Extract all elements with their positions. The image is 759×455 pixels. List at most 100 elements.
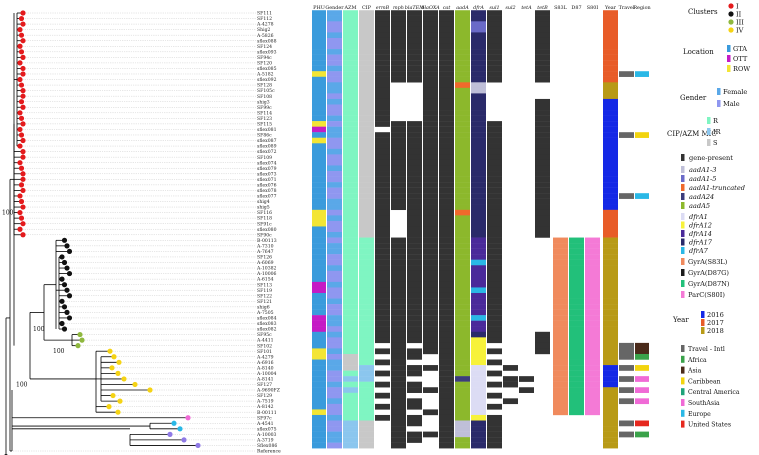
heatmap-cell bbox=[327, 126, 342, 133]
heatmap-cell bbox=[375, 165, 390, 172]
heatmap-cell bbox=[407, 65, 422, 72]
heatmap-cell bbox=[487, 193, 502, 199]
heatmap-cell bbox=[535, 98, 550, 105]
legend-travel-label: Africa bbox=[687, 357, 707, 364]
heatmap-cell bbox=[439, 248, 454, 255]
heatmap-cell bbox=[327, 298, 342, 305]
heatmap-cell bbox=[375, 287, 390, 294]
heatmap-cell bbox=[553, 398, 568, 405]
heatmap-cell bbox=[439, 32, 454, 39]
tip-point bbox=[185, 415, 191, 421]
heatmap-cell bbox=[391, 276, 406, 283]
heatmap-cell bbox=[423, 232, 438, 238]
heatmap-cell bbox=[312, 398, 326, 405]
heatmap-cell bbox=[327, 21, 342, 28]
heatmap-cell bbox=[327, 331, 342, 338]
heatmap-cell bbox=[603, 209, 618, 216]
tip-point bbox=[20, 149, 26, 155]
heatmap-cell bbox=[391, 337, 406, 344]
heatmap-cell bbox=[487, 292, 502, 299]
taxon-label: sflex084 bbox=[257, 316, 277, 322]
heatmap-cell bbox=[585, 326, 600, 332]
heatmap-cell bbox=[487, 320, 502, 327]
heatmap-cell bbox=[635, 348, 649, 355]
heatmap-cell bbox=[439, 182, 454, 188]
heatmap-cell bbox=[359, 337, 374, 344]
heatmap-cell bbox=[439, 98, 454, 105]
heatmap-cell bbox=[603, 87, 618, 94]
taxon-label: shig3 bbox=[257, 99, 270, 105]
heatmap-cell bbox=[455, 442, 470, 449]
heatmap-cell bbox=[312, 115, 326, 122]
heatmap-cell bbox=[312, 276, 326, 283]
heatmap-cell bbox=[635, 398, 649, 405]
heatmap-cell bbox=[487, 243, 502, 249]
taxon-label: shig4 bbox=[257, 199, 270, 205]
heatmap-cell bbox=[455, 304, 470, 310]
heatmap-cell bbox=[471, 331, 486, 338]
heatmap-cell bbox=[455, 326, 470, 332]
heatmap-cell bbox=[487, 359, 502, 366]
heatmap-cell bbox=[603, 426, 618, 432]
heatmap-cell bbox=[327, 115, 342, 122]
heatmap-cell bbox=[343, 315, 358, 321]
heatmap-cell bbox=[423, 243, 438, 249]
heatmap-cell bbox=[343, 370, 358, 377]
legend-gene-label: aadA5 bbox=[689, 202, 710, 210]
heatmap-cell bbox=[471, 60, 486, 66]
tip-point bbox=[17, 43, 23, 49]
heatmap-cell bbox=[585, 309, 600, 316]
heatmap-cell bbox=[439, 76, 454, 83]
tip-point bbox=[20, 93, 26, 99]
heatmap-cell bbox=[312, 442, 326, 449]
tip-point bbox=[20, 232, 26, 238]
heatmap-cell bbox=[455, 226, 470, 233]
legend-gene-swatch bbox=[681, 193, 685, 200]
heatmap-cell bbox=[327, 87, 342, 94]
heatmap-cell bbox=[343, 420, 358, 427]
heatmap-cell bbox=[439, 121, 454, 127]
heatmap-cell bbox=[343, 215, 358, 222]
heatmap-cell bbox=[359, 93, 374, 100]
heatmap-cell bbox=[603, 315, 618, 321]
heatmap-cell bbox=[487, 159, 502, 166]
heatmap-cell bbox=[391, 37, 406, 44]
legend-travel-label: Central America bbox=[688, 389, 740, 396]
heatmap-cell bbox=[312, 182, 326, 188]
heatmap-cell bbox=[407, 220, 422, 227]
legend-mic-label: S bbox=[713, 139, 718, 147]
heatmap-cell bbox=[455, 403, 470, 410]
heatmap-cell bbox=[375, 298, 390, 305]
heatmap-cell bbox=[535, 15, 550, 22]
heatmap-cell bbox=[471, 49, 486, 55]
heatmap-cell bbox=[407, 10, 422, 16]
heatmap-cell bbox=[359, 353, 374, 360]
heatmap-cell bbox=[569, 287, 584, 294]
heatmap-cell bbox=[455, 309, 470, 316]
heatmap-cell bbox=[343, 376, 358, 382]
heatmap-cell bbox=[535, 154, 550, 161]
heatmap-cell bbox=[375, 15, 390, 22]
tip-point bbox=[61, 259, 68, 266]
heatmap-cell bbox=[619, 431, 634, 438]
heatmap-cell bbox=[343, 148, 358, 155]
heatmap-cell bbox=[391, 248, 406, 255]
heatmap-cell bbox=[487, 187, 502, 194]
heatmap-cell bbox=[312, 37, 326, 44]
heatmap-cell bbox=[585, 359, 600, 366]
heatmap-cell bbox=[471, 165, 486, 172]
heatmap-cell bbox=[585, 254, 600, 260]
heatmap-cell bbox=[407, 193, 422, 199]
heatmap-cell bbox=[407, 132, 422, 138]
heatmap-cell bbox=[375, 276, 390, 283]
tip-point bbox=[77, 331, 83, 338]
taxon-label: A-4411 bbox=[256, 338, 274, 344]
heatmap-cell bbox=[455, 292, 470, 299]
heatmap-cell bbox=[375, 359, 390, 366]
heatmap-cell bbox=[423, 54, 438, 61]
taxon-label: SF120 bbox=[257, 60, 272, 66]
heatmap-cell bbox=[487, 431, 502, 438]
heatmap-cell bbox=[439, 381, 454, 388]
heatmap-cell bbox=[312, 403, 326, 410]
heatmap-cell bbox=[312, 32, 326, 39]
